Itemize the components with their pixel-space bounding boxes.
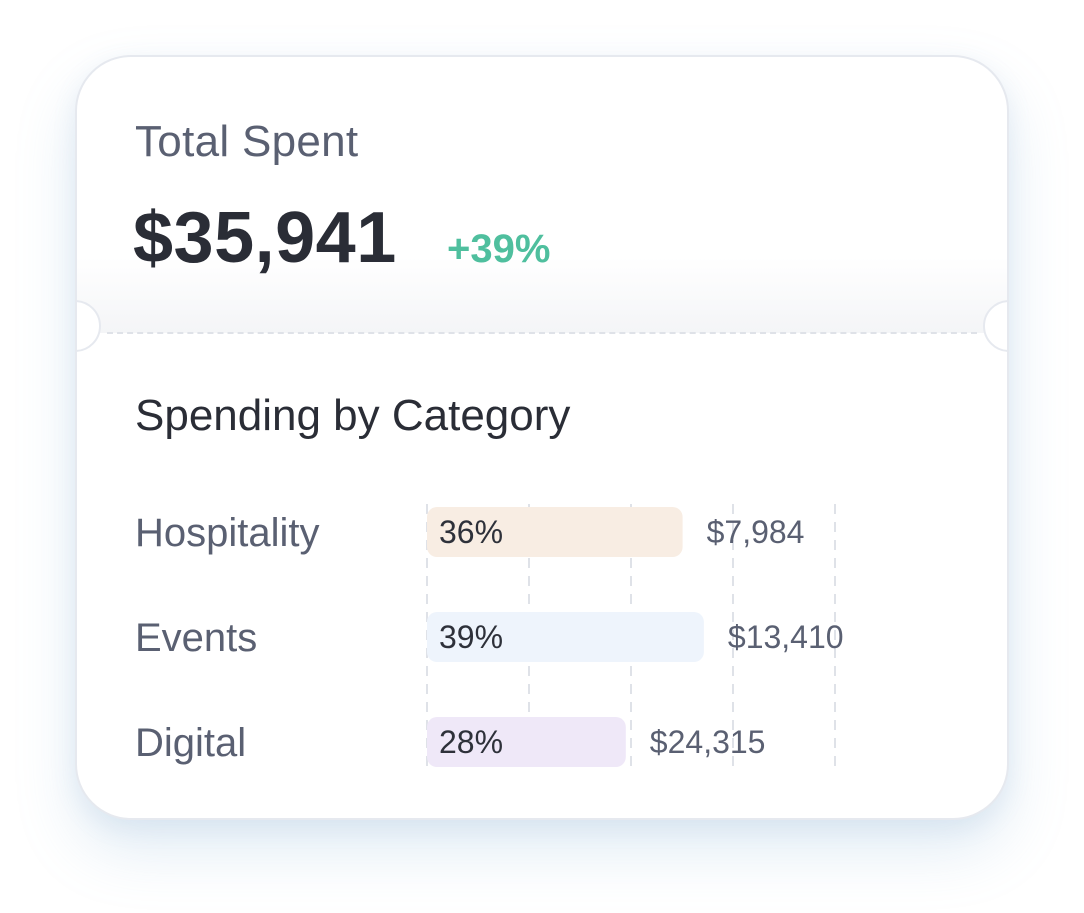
- bar-amount-label: $7,984: [707, 514, 805, 550]
- bar-percent-label: 28%: [439, 724, 503, 760]
- bar-percent-label: 36%: [439, 514, 503, 550]
- bar-percent-label: 39%: [439, 619, 503, 655]
- category-label: Digital: [135, 721, 246, 765]
- category-label: Events: [135, 616, 257, 660]
- total-change-badge: +39%: [447, 227, 551, 271]
- bar: [427, 612, 704, 662]
- category-label: Hospitality: [135, 511, 320, 555]
- card-header-shade: [77, 257, 1007, 333]
- chart-title: Spending by Category: [135, 391, 571, 440]
- spending-card: Total Spent $35,941 +39% Spending by Cat…: [75, 55, 1009, 820]
- category-bar-chart: Hospitality 36% $7,984 Events 39% $13,410 Digi…: [135, 504, 844, 769]
- total-spent-value: $35,941: [133, 198, 397, 278]
- perforation-divider: [107, 332, 977, 334]
- bar: [427, 717, 626, 767]
- total-spent-label: Total Spent: [135, 117, 359, 166]
- bar-amount-label: $24,315: [650, 724, 766, 760]
- bar: [427, 507, 683, 557]
- bar-amount-label: $13,410: [728, 619, 844, 655]
